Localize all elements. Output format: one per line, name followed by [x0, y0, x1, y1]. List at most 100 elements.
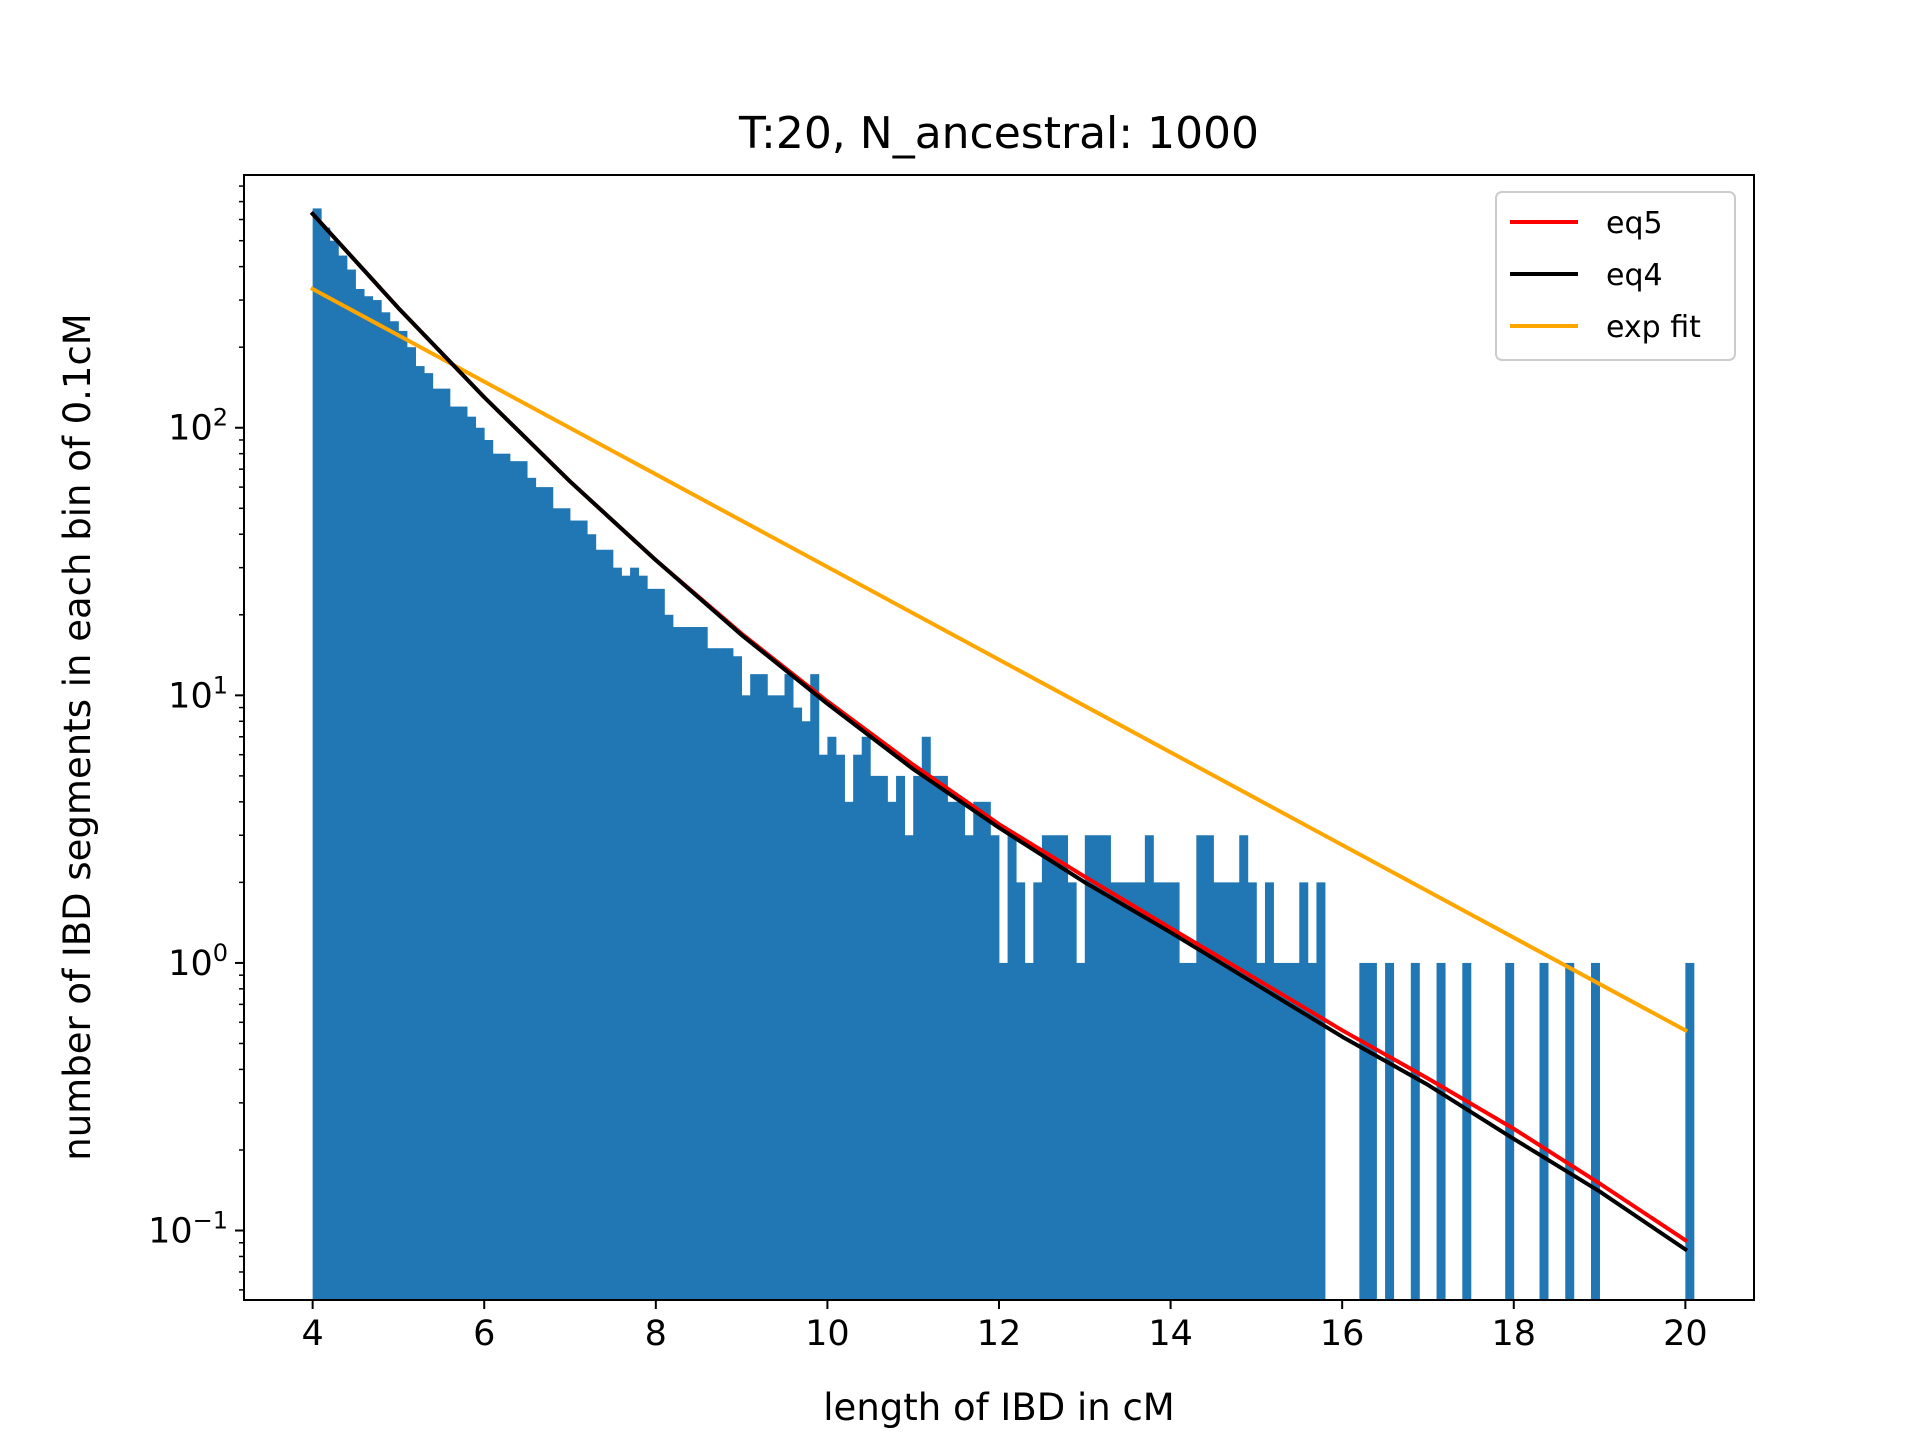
x-axis-label: length of IBD in cM — [823, 1386, 1174, 1429]
histogram-bar — [707, 648, 717, 1300]
histogram-bar — [758, 674, 768, 1300]
histogram-bar — [1033, 882, 1043, 1300]
histogram-bar — [861, 736, 871, 1300]
histogram-bar — [389, 321, 399, 1300]
histogram-bar — [509, 461, 519, 1300]
histogram-bar — [1093, 835, 1103, 1300]
histogram-bar — [672, 627, 682, 1300]
histogram-bar — [1273, 962, 1283, 1300]
histogram-bar — [1007, 835, 1017, 1300]
series-line-exp-fit — [309, 286, 1689, 1034]
histogram-bars — [312, 208, 1695, 1301]
histogram-bar — [990, 835, 1000, 1300]
histogram-bar — [938, 775, 948, 1300]
histogram-bar — [655, 588, 665, 1300]
histogram-bar — [321, 227, 331, 1300]
histogram-bar — [587, 534, 597, 1300]
histogram-bar — [1050, 835, 1060, 1300]
histogram-bar — [1153, 882, 1163, 1300]
histogram-bar — [818, 754, 828, 1300]
histogram-bar — [1436, 962, 1446, 1300]
histogram-bar — [432, 388, 442, 1300]
histogram-bar — [1170, 882, 1180, 1300]
legend-label: eq4 — [1606, 258, 1663, 293]
histogram-bar — [947, 801, 957, 1300]
x-tick-label: 6 — [473, 1314, 495, 1354]
histogram-bar — [793, 707, 803, 1300]
histogram-bar — [1316, 882, 1326, 1300]
histogram-bar — [1367, 962, 1377, 1300]
histogram-bar — [1247, 882, 1257, 1300]
plot-area — [309, 208, 1695, 1301]
histogram-bar — [492, 453, 502, 1300]
histogram-bar — [1685, 962, 1695, 1300]
x-tick-label: 8 — [645, 1314, 667, 1354]
histogram-bar — [698, 627, 708, 1300]
histogram-bar — [1213, 882, 1223, 1300]
histogram-bar — [870, 775, 880, 1300]
histogram-bar — [1127, 882, 1137, 1300]
histogram-bar — [312, 208, 322, 1301]
histogram-bar — [372, 300, 382, 1300]
histogram-bar — [1110, 882, 1120, 1300]
histogram-bar — [1239, 835, 1249, 1300]
y-axis: 102 101 100 10−1 — [148, 185, 244, 1291]
y-tick-label: 101 — [168, 671, 228, 716]
histogram-bar — [424, 373, 434, 1300]
histogram-bar — [724, 648, 734, 1300]
histogram-bar — [1505, 962, 1515, 1300]
legend-label: exp fit — [1606, 310, 1701, 345]
histogram-bar — [1067, 882, 1077, 1300]
histogram-bar — [1162, 882, 1171, 1300]
histogram-bar — [767, 695, 777, 1300]
histogram-bar — [1410, 962, 1420, 1300]
histogram-bar — [484, 439, 494, 1301]
histogram-bar — [930, 775, 940, 1300]
histogram-bar — [407, 347, 416, 1300]
legend-label: eq5 — [1606, 206, 1663, 241]
y-tick-label: 102 — [168, 404, 228, 449]
histogram-bar — [1016, 882, 1026, 1300]
histogram-bar — [1590, 962, 1600, 1300]
histogram-bar — [750, 674, 760, 1300]
histogram-bar — [1179, 962, 1189, 1300]
histogram-bar — [896, 775, 906, 1300]
histogram-bar — [1136, 882, 1146, 1300]
legend: eq5 eq4 exp fit — [1495, 191, 1736, 361]
histogram-bar — [1196, 835, 1206, 1300]
histogram-bar — [956, 801, 966, 1300]
histogram-bar — [664, 614, 674, 1300]
histogram-bar — [1041, 835, 1051, 1300]
histogram-bar — [1230, 882, 1240, 1300]
histogram-bar — [1144, 835, 1154, 1300]
histogram-bar — [458, 406, 468, 1300]
x-tick-label: 4 — [301, 1314, 323, 1354]
histogram-bar — [467, 416, 477, 1300]
histogram-bar — [1385, 962, 1395, 1300]
histogram-bar — [827, 736, 837, 1300]
histogram-bar — [612, 567, 622, 1300]
histogram-bar — [501, 453, 511, 1300]
x-axis: 4 6 8 10 12 14 16 18 20 — [301, 1300, 1708, 1354]
histogram-bar — [999, 962, 1008, 1300]
histogram-bar — [544, 487, 554, 1301]
histogram-bar — [1462, 962, 1472, 1300]
histogram-bar — [1119, 882, 1129, 1300]
histogram-bar — [964, 835, 974, 1300]
histogram-bar — [1059, 835, 1069, 1300]
histogram-bar — [381, 312, 391, 1300]
histogram-bar — [904, 835, 914, 1300]
histogram-bar — [346, 269, 356, 1300]
histogram-bar — [1565, 962, 1575, 1300]
histogram-bar — [1024, 962, 1034, 1300]
histogram-bar — [1101, 835, 1111, 1300]
histogram-bar — [518, 461, 528, 1300]
histogram-bar — [329, 240, 339, 1301]
histogram-bar — [801, 721, 811, 1300]
histogram-bar — [398, 330, 408, 1300]
chart-title: T:20, N_ancestral: 1000 — [738, 108, 1259, 159]
x-tick-label: 20 — [1663, 1314, 1708, 1354]
x-tick-label: 12 — [977, 1314, 1022, 1354]
histogram-bar — [578, 520, 588, 1300]
